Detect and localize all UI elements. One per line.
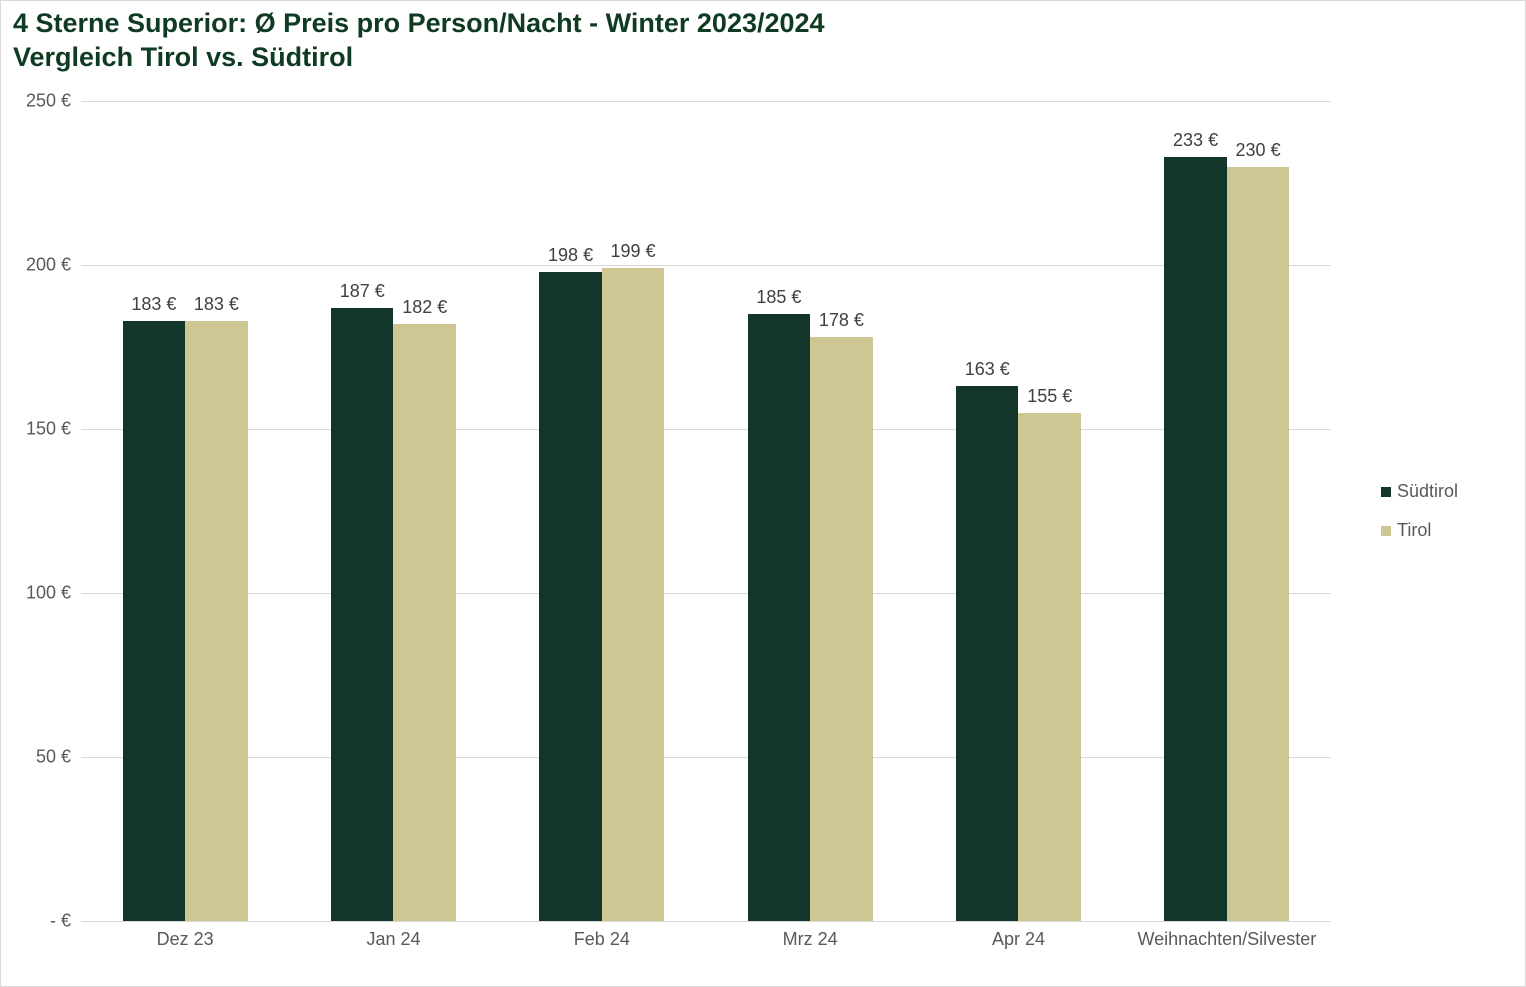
bar-südtirol: 198 € (539, 272, 602, 921)
bar-value-label: 182 € (393, 297, 456, 318)
x-tick-label: Apr 24 (914, 921, 1122, 950)
x-tick-label: Feb 24 (498, 921, 706, 950)
bar-value-label: 185 € (748, 287, 811, 308)
y-tick-label: 250 € (26, 91, 81, 112)
bar-value-label: 198 € (539, 245, 602, 266)
bar-südtirol: 163 € (956, 386, 1019, 921)
bar-value-label: 178 € (810, 310, 873, 331)
chart-frame: 4 Sterne Superior: Ø Preis pro Person/Na… (0, 0, 1526, 987)
y-tick-label: 50 € (36, 747, 81, 768)
bar-tirol: 183 € (185, 321, 248, 921)
category-group: Mrz 24185 €178 € (706, 101, 914, 921)
bar-value-label: 187 € (331, 281, 394, 302)
legend-item: Südtirol (1381, 481, 1458, 502)
y-tick-label: 100 € (26, 583, 81, 604)
bar-südtirol: 183 € (123, 321, 186, 921)
y-tick-label: 150 € (26, 419, 81, 440)
legend-label: Südtirol (1397, 481, 1458, 502)
legend-swatch (1381, 526, 1391, 536)
bar-value-label: 230 € (1227, 140, 1290, 161)
bar-südtirol: 187 € (331, 308, 394, 921)
bar-tirol: 178 € (810, 337, 873, 921)
x-tick-label: Jan 24 (289, 921, 497, 950)
y-tick-label: - € (50, 911, 81, 932)
bar-value-label: 199 € (602, 241, 665, 262)
legend-label: Tirol (1397, 520, 1431, 541)
legend-swatch (1381, 487, 1391, 497)
bar-tirol: 230 € (1227, 167, 1290, 921)
chart-title: 4 Sterne Superior: Ø Preis pro Person/Na… (13, 7, 825, 75)
chart-title-line1: 4 Sterne Superior: Ø Preis pro Person/Na… (13, 7, 825, 41)
bar-tirol: 182 € (393, 324, 456, 921)
legend: Südtirol Tirol (1381, 481, 1458, 541)
bar-value-label: 183 € (123, 294, 186, 315)
category-group: Apr 24163 €155 € (914, 101, 1122, 921)
x-tick-label: Dez 23 (81, 921, 289, 950)
bar-tirol: 199 € (602, 268, 665, 921)
bar-value-label: 163 € (956, 359, 1019, 380)
bar-value-label: 155 € (1018, 386, 1081, 407)
plot-area: - €50 €100 €150 €200 €250 €Dez 23183 €18… (81, 101, 1331, 921)
bar-südtirol: 185 € (748, 314, 811, 921)
x-tick-label: Mrz 24 (706, 921, 914, 950)
legend-item: Tirol (1381, 520, 1458, 541)
chart-title-line2: Vergleich Tirol vs. Südtirol (13, 41, 825, 75)
x-tick-label: Weihnachten/Silvester (1123, 921, 1331, 950)
bar-value-label: 183 € (185, 294, 248, 315)
y-tick-label: 200 € (26, 255, 81, 276)
bar-südtirol: 233 € (1164, 157, 1227, 921)
category-group: Dez 23183 €183 € (81, 101, 289, 921)
bar-tirol: 155 € (1018, 413, 1081, 921)
category-group: Jan 24187 €182 € (289, 101, 497, 921)
category-group: Weihnachten/Silvester233 €230 € (1123, 101, 1331, 921)
bar-value-label: 233 € (1164, 130, 1227, 151)
category-group: Feb 24198 €199 € (498, 101, 706, 921)
